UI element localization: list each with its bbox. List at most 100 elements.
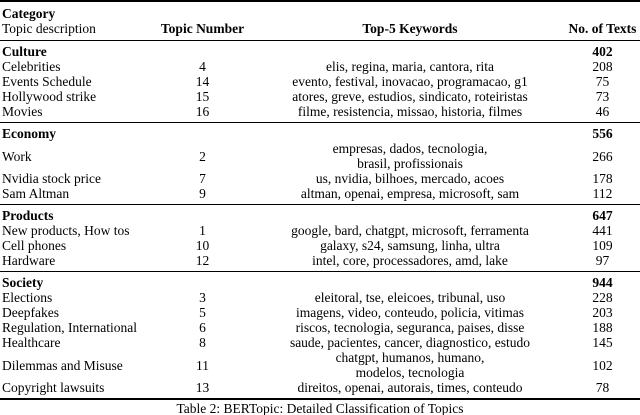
texts-count-cell: 109 [592,238,613,253]
table-row: Events Schedule 14 evento, festival, ino… [0,74,640,89]
topic-number-cell: 9 [199,186,206,201]
topic-cell: Work [2,148,32,164]
group-name: Economy [2,126,56,141]
group-society: Society 944 Elections 3 eleitoral, tse, … [0,271,640,400]
table-row: Work 2 empresas, dados, tecnologia, bras… [0,141,640,171]
group-total: 556 [592,126,613,141]
keywords-cell: galaxy, s24, samsung, linha, ultra [320,238,500,253]
header-topic-description-label: Topic description [2,21,96,36]
keywords-cell: riscos, tecnologia, seguranca, paises, d… [295,320,525,335]
group-total: 647 [592,208,613,223]
topic-cell: Deepfakes [2,305,59,320]
table-row: Celebrities 4 elis, regina, maria, canto… [0,59,640,74]
empty-cell [150,272,255,291]
header-topic-number-label: Topic Number [150,1,255,41]
keywords-cell: empresas, dados, tecnologia, brasil, pro… [332,141,488,171]
table-row: Elections 3 eleitoral, tse, eleicoes, tr… [0,290,640,305]
table-row: Hardware 12 intel, core, processadores, … [0,253,640,272]
texts-count-cell: 46 [595,104,610,119]
topic-cell: Sam Altman [2,186,70,201]
topic-cell: New products, How tos [2,223,130,238]
topic-cell: Nvidia stock price [2,171,101,186]
topic-number-cell: 8 [199,335,206,350]
topic-cell: Cell phones [2,238,67,253]
table-row: Healthcare 8 saude, pacientes, cancer, d… [0,335,640,350]
topic-cell: Movies [2,104,43,119]
texts-count-cell: 441 [592,223,613,238]
topic-cell: Copyright lawsuits [2,380,105,395]
keywords-cell: atores, greve, estudios, sindicato, rote… [292,89,528,104]
texts-count-cell: 102 [592,357,613,373]
texts-count-cell: 178 [592,171,613,186]
texts-count-cell: 188 [592,320,613,335]
table-header: Category Topic description Topic Number … [0,1,640,41]
topic-number-cell: 10 [195,238,210,253]
empty-cell [255,205,565,224]
keywords-cell: altman, openai, empresa, microsoft, sam [300,186,520,201]
table-row: Regulation, International 6 riscos, tecn… [0,320,640,335]
keywords-cell: evento, festival, inovacao, programacao,… [292,74,528,89]
texts-count-cell: 97 [595,253,610,268]
keywords-cell: google, bard, chatgpt, microsoft, ferram… [291,223,529,238]
texts-count-cell: 208 [592,59,613,74]
keywords-cell: saude, pacientes, cancer, diagnostico, e… [289,335,531,350]
topic-cell: Healthcare [2,335,61,350]
topic-cell: Celebrities [2,59,61,74]
topic-cell: Elections [2,290,53,305]
empty-cell [150,123,255,142]
group-header-row: Culture 402 [0,41,640,60]
empty-cell [255,123,565,142]
texts-count-cell: 203 [592,305,613,320]
empty-cell [150,41,255,60]
group-culture: Culture 402 Celebrities 4 elis, regina, … [0,41,640,123]
topic-number-cell: 4 [199,59,206,74]
topic-number-cell: 5 [199,305,206,320]
group-name: Society [2,275,44,290]
topic-cell: Regulation, International [2,320,137,335]
keywords-cell: eleitoral, tse, eleicoes, tribunal, uso [314,290,506,305]
topic-cell: Dilemmas and Misuse [2,357,123,373]
group-products: Products 647 New products, How tos 1 goo… [0,204,640,272]
group-header-row: Products 647 [0,205,640,224]
keywords-cell: imagens, video, conteudo, policia, vitim… [296,305,524,320]
empty-cell [255,272,565,291]
texts-count-cell: 75 [595,74,610,89]
topic-number-cell: 12 [195,253,210,268]
topic-cell: Hardware [2,253,56,268]
topic-number-cell: 14 [195,74,210,89]
group-economy: Economy 556 Work 2 empresas, dados, tecn… [0,122,640,205]
header-row: Category Topic description Topic Number … [0,1,640,41]
table-row: New products, How tos 1 google, bard, ch… [0,223,640,238]
topic-number-cell: 11 [196,357,209,373]
table-row: Sam Altman 9 altman, openai, empresa, mi… [0,186,640,205]
topic-number-cell: 7 [199,171,206,186]
table-row: Deepfakes 5 imagens, video, conteudo, po… [0,305,640,320]
topic-number-cell: 16 [195,104,210,119]
bertopic-classification-table: Category Topic description Topic Number … [0,0,640,400]
table-row: Nvidia stock price 7 us, nvidia, bilhoes… [0,171,640,186]
topic-number-cell: 6 [199,320,206,335]
group-header-row: Economy 556 [0,123,640,142]
header-keywords-label: Top-5 Keywords [255,1,565,41]
table-row: Hollywood strike 15 atores, greve, estud… [0,89,640,104]
table-row: Copyright lawsuits 13 direitos, openai, … [0,380,640,399]
table-row: Movies 16 filme, resistencia, missao, hi… [0,104,640,123]
header-no-of-texts-label: No. of Texts [565,1,640,41]
topic-cell: Events Schedule [2,74,92,89]
topic-number-cell: 2 [199,148,206,164]
group-total: 944 [592,275,613,290]
texts-count-cell: 73 [595,89,610,104]
empty-cell [150,205,255,224]
topic-cell: Hollywood strike [2,89,97,104]
table-row: Cell phones 10 galaxy, s24, samsung, lin… [0,238,640,253]
texts-count-cell: 228 [592,290,613,305]
keywords-cell: us, nvidia, bilhoes, mercado, acoes [315,171,505,186]
keywords-cell: intel, core, processadores, amd, lake [312,253,508,268]
header-category-cell: Category Topic description [0,1,150,41]
group-header-row: Society 944 [0,272,640,291]
keywords-cell: filme, resistencia, missao, historia, fi… [297,104,523,119]
texts-count-cell: 78 [595,380,610,395]
table-row: Dilemmas and Misuse 11 chatgpt, humanos,… [0,350,640,380]
topic-number-cell: 15 [195,89,210,104]
